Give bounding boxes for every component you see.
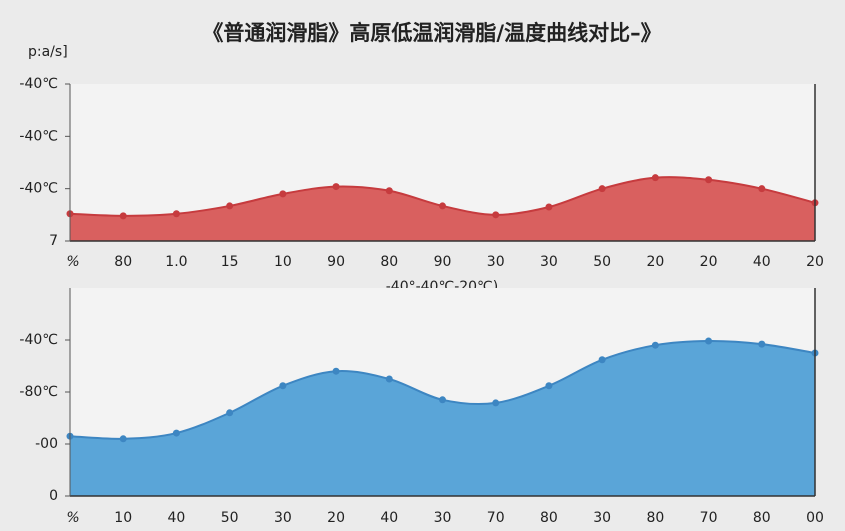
- point: [332, 367, 340, 375]
- y-axis-title: p:a/s]: [28, 44, 68, 60]
- area-fill: [70, 341, 815, 496]
- point: [172, 429, 180, 437]
- point: [651, 341, 659, 349]
- x-tick-label: 70: [700, 510, 718, 526]
- x-tick-label: 90: [434, 254, 452, 270]
- x-tick-label: 30: [274, 510, 292, 526]
- x-tick-label: 30: [434, 510, 452, 526]
- point: [492, 399, 500, 407]
- y-tick-label: -40℃: [19, 181, 58, 197]
- point: [226, 409, 234, 417]
- x-tick-label: %: [66, 254, 79, 270]
- point: [492, 211, 500, 219]
- point: [758, 185, 766, 193]
- y-tick-label: -40℃: [19, 128, 58, 144]
- point: [651, 174, 659, 182]
- y-tick-label: -00: [35, 436, 58, 452]
- x-tick-label: 80: [753, 510, 771, 526]
- point: [705, 337, 713, 345]
- point: [545, 203, 553, 211]
- y-tick-label: -40℃: [19, 332, 58, 348]
- x-tick-label: 1.0: [165, 254, 187, 270]
- x-tick-label: 40: [753, 254, 771, 270]
- point: [385, 375, 393, 383]
- x-tick-label: 20: [806, 254, 824, 270]
- x-tick-label: 80: [540, 510, 558, 526]
- point: [385, 187, 393, 195]
- x-tick-label: 80: [646, 510, 664, 526]
- point: [705, 176, 713, 184]
- point: [758, 340, 766, 348]
- chart-title: 《普通润滑脂》高原低温润滑脂/温度曲线对比–》: [202, 21, 661, 45]
- point: [545, 382, 553, 390]
- x-tick-label: 30: [593, 510, 611, 526]
- x-tick-label: 80: [114, 254, 132, 270]
- x-tick-label: 70: [487, 510, 505, 526]
- point: [119, 435, 127, 443]
- y-tick-label: 0: [49, 488, 58, 504]
- x-tick-label: 10: [274, 254, 292, 270]
- x-tick-label: 80: [380, 254, 398, 270]
- point: [332, 183, 340, 191]
- x-tick-label: 10: [114, 510, 132, 526]
- x-tick-label: 50: [221, 510, 239, 526]
- point: [598, 185, 606, 193]
- y-tick-label: -40℃: [19, 76, 58, 92]
- point: [226, 202, 234, 210]
- x-tick-label: 20: [327, 510, 345, 526]
- x-tick-label: 20: [646, 254, 664, 270]
- x-tick-label: 30: [487, 254, 505, 270]
- point: [598, 356, 606, 364]
- y-tick-label: -80℃: [19, 384, 58, 400]
- x-tick-label: 30: [540, 254, 558, 270]
- point: [172, 210, 180, 218]
- x-tick-label: %: [66, 510, 79, 526]
- y-tick-label: 7: [49, 233, 58, 249]
- x-tick-label: 90: [327, 254, 345, 270]
- x-tick-label: 40: [380, 510, 398, 526]
- point: [119, 212, 127, 220]
- x-tick-label: 20: [700, 254, 718, 270]
- x-tick-label: 15: [221, 254, 239, 270]
- x-tick-label: 00: [806, 510, 824, 526]
- x-tick-label: 40: [168, 510, 186, 526]
- x-tick-label: 50: [593, 254, 611, 270]
- point: [439, 396, 446, 404]
- point: [279, 382, 287, 390]
- point: [439, 202, 446, 210]
- point: [279, 190, 287, 198]
